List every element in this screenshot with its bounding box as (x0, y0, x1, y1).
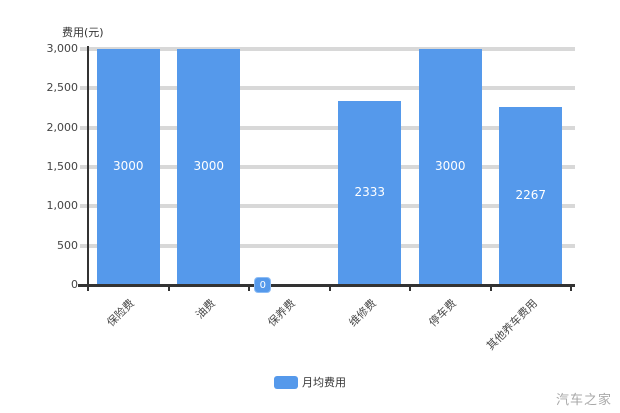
x-axis-category-label: 维修费 (346, 296, 379, 330)
x-axis-tick (570, 287, 572, 291)
y-axis-tick-label: 0 (71, 278, 78, 291)
bar-value-label: 3000 (112, 159, 144, 173)
y-axis-tick (80, 243, 88, 248)
bar-value-label: 3000 (434, 159, 466, 173)
x-axis-category-label: 停车费 (426, 296, 460, 330)
zero-value-badge: 0 (254, 277, 272, 293)
x-axis-line (78, 284, 575, 287)
legend-swatch[interactable] (274, 376, 298, 389)
y-axis-line (87, 46, 89, 285)
legend[interactable]: 月均费用 (0, 376, 620, 389)
autohome-watermark: 汽车之家 (555, 393, 612, 408)
bar-value-label: 2267 (515, 187, 547, 202)
y-axis-tick-label: 1,000 (46, 199, 79, 213)
y-axis-tick (80, 47, 88, 51)
bar-value-label: 3000 (193, 159, 225, 173)
x-axis-tick (87, 287, 89, 291)
y-axis-tick-label: 2,500 (46, 81, 79, 95)
bar[interactable] (177, 49, 241, 285)
x-axis-tick (167, 287, 170, 291)
x-axis-category-label: 其他养车费用 (483, 296, 540, 353)
gridline (88, 204, 575, 209)
gridline (88, 47, 575, 51)
x-axis-category-label: 保险费 (104, 296, 138, 330)
y-axis-tick-label: 500 (57, 238, 78, 252)
bar[interactable] (418, 49, 482, 285)
y-axis-title: 费用(元) (62, 26, 104, 39)
x-axis-category-label: 油费 (192, 296, 218, 322)
bar[interactable] (96, 49, 160, 285)
y-axis-tick-label: 3,000 (46, 42, 79, 55)
x-axis-tick (409, 287, 411, 291)
gridline (88, 165, 575, 169)
gridline (88, 86, 575, 91)
x-axis-category-label: 保养费 (265, 296, 299, 330)
legend-label[interactable]: 月均费用 (302, 376, 346, 389)
y-axis-tick (80, 125, 88, 130)
y-axis-tick (80, 86, 88, 91)
y-axis-tick (80, 204, 88, 209)
bar[interactable] (338, 101, 402, 285)
bar-value-label: 2333 (354, 185, 386, 200)
y-axis-tick-label: 2,000 (46, 120, 79, 134)
y-axis-tick-label: 1,500 (46, 160, 79, 173)
x-axis-tick (328, 287, 331, 291)
x-axis-tick (248, 287, 250, 291)
bar[interactable] (499, 106, 563, 285)
x-axis-tick (489, 287, 492, 291)
y-axis-tick (80, 165, 88, 169)
gridline (88, 125, 575, 130)
gridline (88, 243, 575, 248)
